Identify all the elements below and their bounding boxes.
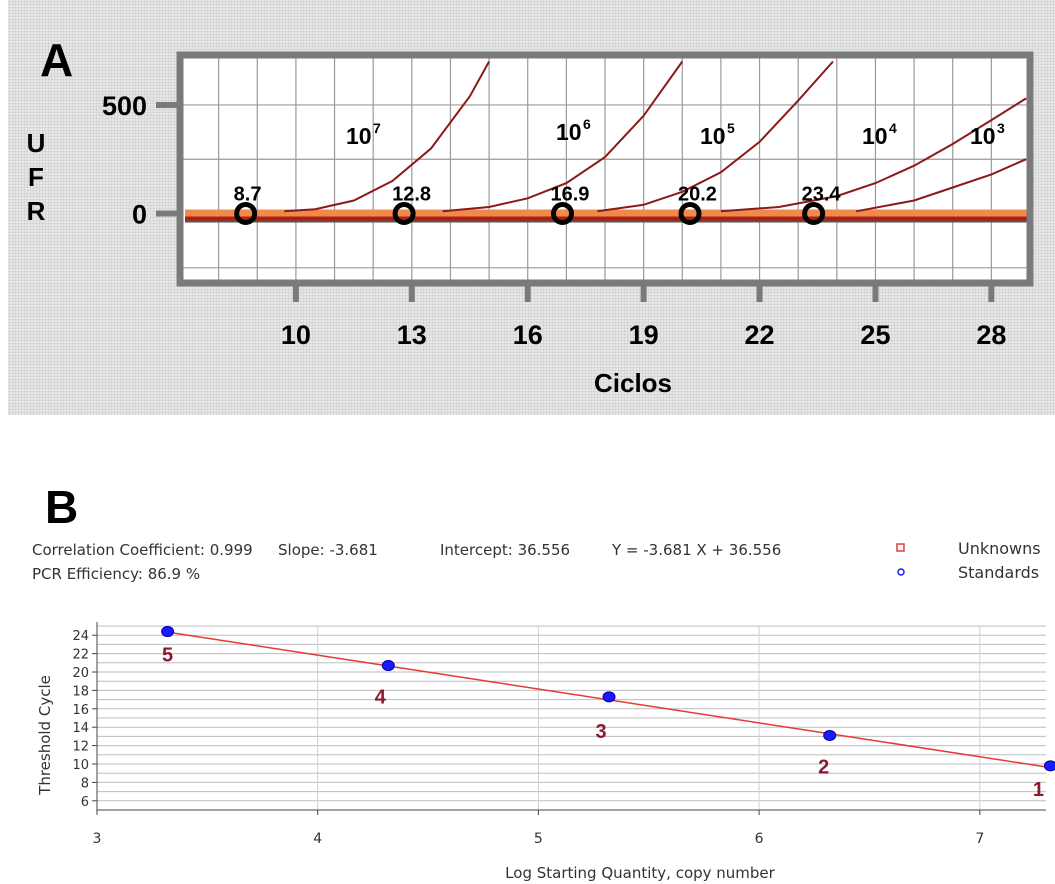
ct-label-5: 23.4 [802, 184, 842, 206]
standard-label-3: 3 [595, 721, 606, 743]
x-tick-label: 28 [976, 320, 1006, 350]
standard-label-2: 2 [818, 756, 829, 778]
concentration-label-1: 10 [346, 123, 372, 149]
x-tick-label: 6 [755, 831, 764, 847]
standard-point-2 [823, 729, 837, 741]
y-tick-label: 24 [72, 629, 89, 644]
y-axis-label: UFR [27, 128, 46, 226]
concentration-exponent-3: 5 [727, 120, 735, 136]
intercept-text: Intercept: 36.556 [440, 541, 570, 559]
baseline-band-shadow [185, 220, 1030, 223]
slope-text: Slope: -3.681 [278, 541, 378, 559]
y-tick-label: 8 [81, 776, 89, 791]
amplification-curve-3 [597, 60, 834, 213]
y-axis-label-letter: R [27, 196, 46, 226]
concentration-exponent-1: 7 [373, 120, 381, 136]
concentration-exponent-4: 4 [889, 120, 897, 136]
y-tick-label: 18 [72, 684, 89, 699]
x-tick-label: 3 [93, 831, 102, 847]
y-tick-label: 16 [72, 703, 89, 718]
standard-curve-chart: B Correlation Coefficient: 0.999 Slope: … [32, 481, 1055, 882]
plot-frame [176, 51, 1034, 287]
y-tick-label: 14 [72, 721, 89, 736]
equation-text: Y = -3.681 X + 36.556 [611, 541, 781, 559]
amplification-curve-5 [855, 158, 1027, 213]
y-tick-label: 0 [132, 200, 147, 230]
amplification-curve-2 [442, 60, 684, 213]
standard-label-1: 1 [1033, 779, 1044, 801]
threshold-marker-4 [678, 202, 702, 226]
panel-label-b: B [45, 481, 78, 533]
efficiency-text: PCR Efficiency: 86.9 % [32, 565, 200, 583]
y-axis-label-letter: F [28, 162, 44, 192]
y-tick-label: 6 [81, 795, 89, 810]
x-tick-label: 10 [281, 320, 311, 350]
x-tick-label: 4 [313, 831, 322, 847]
concentration-exponent-2: 6 [583, 116, 591, 132]
standard-point-4 [381, 660, 395, 672]
threshold-marker-5 [802, 202, 826, 226]
amplification-chart: A UFR Ciclos 10 13 16 19 22 25 28 0 500 8.7 12.8 16… [27, 34, 1034, 398]
panel-label-a: A [40, 34, 73, 86]
y-tick-label: 10 [72, 758, 89, 773]
legend-marker-unknowns [896, 543, 905, 552]
x-tick-label: 13 [397, 320, 427, 350]
ct-label-4: 20.2 [678, 184, 717, 206]
concentration-label-4: 10 [862, 123, 888, 149]
standard-point-3 [602, 691, 616, 703]
threshold-marker-3 [551, 202, 574, 226]
ct-label-1: 8.7 [234, 184, 262, 206]
y-tick-label: 500 [102, 91, 147, 121]
standard-label-4: 4 [375, 687, 387, 709]
legend-label-standards: Standards [958, 563, 1039, 582]
legend: Unknowns Standards [896, 539, 1041, 582]
x-tick-label: 22 [745, 320, 775, 350]
x-tick-label: 16 [513, 320, 543, 350]
standard-point-5 [161, 626, 175, 638]
grid [179, 55, 1031, 283]
x-axis-label: Ciclos [594, 368, 672, 398]
y-tick-label: 22 [72, 648, 89, 663]
threshold-marker-2 [392, 202, 416, 226]
standard-point-1 [1043, 760, 1055, 772]
legend-label-unknowns: Unknowns [958, 539, 1041, 558]
concentration-label-3: 10 [700, 123, 726, 149]
grid [96, 625, 1046, 811]
y-axis-label-letter: U [27, 128, 46, 158]
correlation-text: Correlation Coefficient: 0.999 [32, 541, 253, 559]
y-axis-label: Threshold Cycle [36, 675, 54, 796]
x-tick-label: 5 [534, 831, 543, 847]
amplification-curve-1 [284, 61, 490, 213]
amplification-curve-4 [720, 97, 1027, 213]
concentration-label-5: 10 [970, 123, 996, 149]
baseline-band [185, 209, 1030, 217]
baseline-band-dark [185, 216, 1030, 221]
x-axis-label: Log Starting Quantity, copy number [505, 864, 775, 882]
x-tick-label: 19 [629, 320, 659, 350]
x-tick-label: 7 [975, 831, 984, 847]
standard-label-5: 5 [162, 645, 173, 667]
ct-label-2: 12.8 [392, 184, 431, 206]
threshold-marker-1 [234, 202, 258, 226]
concentration-exponent-5: 3 [997, 120, 1005, 136]
y-tick-label: 20 [72, 666, 89, 681]
ct-label-3: 16.9 [551, 184, 590, 206]
x-tick-label: 25 [860, 320, 890, 350]
y-tick-label: 12 [72, 740, 89, 755]
concentration-label-2: 10 [556, 119, 582, 145]
legend-marker-standards [897, 568, 905, 576]
